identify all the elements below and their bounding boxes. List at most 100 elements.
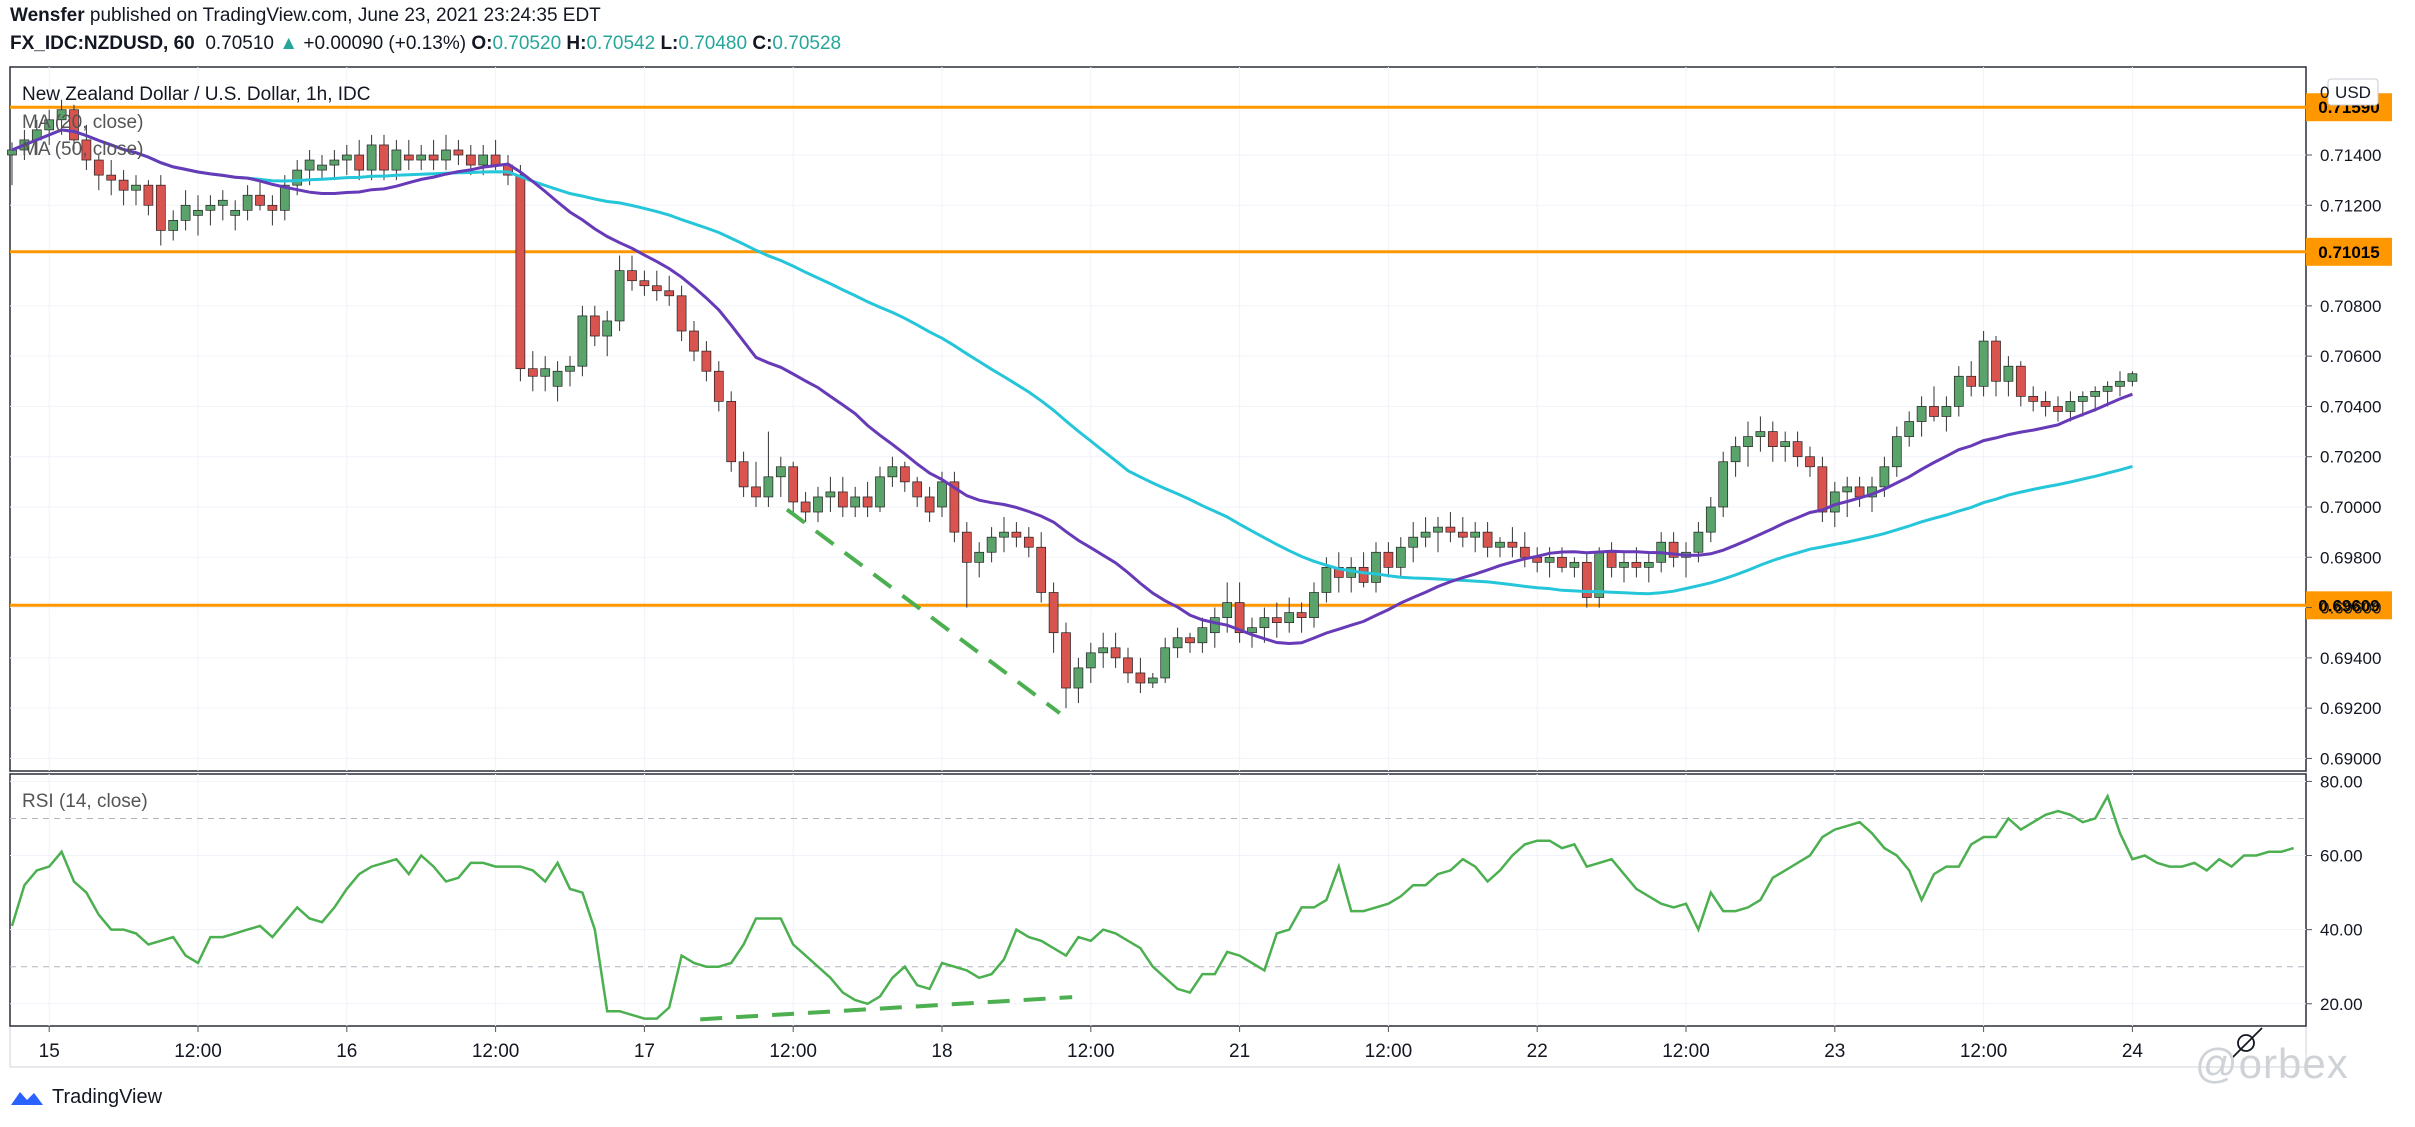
candle-up bbox=[193, 209, 203, 216]
price-axis[interactable]: 0.69000 0.69200 0.69400 0.69600 0.69800 0.700… bbox=[2306, 146, 2381, 768]
candle-down bbox=[527, 368, 538, 377]
candle-up bbox=[2090, 390, 2101, 397]
candle-up bbox=[552, 370, 563, 387]
ma20-legend[interactable]: MA (20, close) bbox=[22, 112, 143, 133]
publish-line: Wensfer published on TradingView.com, Ju… bbox=[10, 5, 601, 27]
candle-up bbox=[1718, 461, 1729, 508]
candle-up bbox=[540, 368, 551, 377]
candle-up bbox=[1160, 647, 1171, 679]
candle-down bbox=[949, 481, 960, 533]
candle-up bbox=[1433, 526, 1443, 533]
price-tick-label: 0.71400 bbox=[2320, 146, 2381, 165]
time-tick-label: 21 bbox=[1229, 1041, 1250, 1062]
currency-badge[interactable]: USD bbox=[2327, 78, 2379, 106]
candle-up bbox=[2127, 373, 2138, 382]
candle-up bbox=[577, 315, 588, 367]
price-tick-label: 0.70600 bbox=[2320, 347, 2381, 366]
candle-down bbox=[1557, 556, 1567, 568]
price-trendline[interactable] bbox=[785, 507, 1061, 715]
candle-down bbox=[1271, 617, 1282, 624]
last-price: 0.70510 bbox=[205, 33, 274, 54]
candle-down bbox=[69, 109, 79, 141]
rsi-axis[interactable]: 20.00 40.00 60.00 80.00 bbox=[2306, 772, 2363, 1014]
candle-down bbox=[465, 154, 476, 166]
datetime-range-icon[interactable] bbox=[2231, 1027, 2263, 1059]
candle-up bbox=[775, 466, 786, 478]
price-tick-label: 0.70200 bbox=[2320, 448, 2381, 467]
candle-up bbox=[2115, 380, 2125, 387]
level-price-badge[interactable] bbox=[2306, 237, 2392, 266]
candle-down bbox=[118, 179, 129, 191]
time-tick-label: 24 bbox=[2122, 1041, 2144, 1062]
candle-up bbox=[875, 476, 885, 508]
candle-down bbox=[1767, 431, 1778, 448]
candle-up bbox=[850, 496, 861, 508]
author-name[interactable]: Wensfer bbox=[10, 5, 85, 26]
candle-down bbox=[428, 154, 439, 161]
change-up-icon: ▲ bbox=[279, 33, 299, 54]
candle-down bbox=[701, 350, 712, 372]
rsi-bands bbox=[10, 817, 2306, 968]
candle-up bbox=[168, 220, 179, 231]
candle-up bbox=[1743, 436, 1753, 448]
candle-down bbox=[639, 280, 650, 287]
rsi-legend[interactable]: RSI (14, close) bbox=[22, 791, 148, 812]
candle-up bbox=[416, 154, 427, 161]
close-value: 0.70528 bbox=[772, 33, 842, 54]
candle-up bbox=[56, 109, 67, 121]
candle-down bbox=[106, 174, 117, 181]
candle-down bbox=[912, 481, 923, 498]
price-tick-label: 0.70000 bbox=[2320, 498, 2381, 517]
candle-down bbox=[93, 159, 104, 176]
candle-up bbox=[1309, 592, 1319, 618]
level-price-label: 0.71015 bbox=[2318, 243, 2379, 262]
candle-up bbox=[1904, 421, 1915, 437]
close-label: C: bbox=[752, 33, 773, 54]
candle-down bbox=[899, 466, 910, 483]
symbol-label[interactable]: FX_IDC:NZDUSD, 60 bbox=[10, 33, 195, 54]
candle-down bbox=[515, 174, 526, 370]
rsi-trendline[interactable] bbox=[700, 995, 1073, 1022]
candle-up bbox=[1619, 561, 1629, 568]
candle-up bbox=[763, 476, 774, 498]
ma50-legend[interactable]: MA (50, close) bbox=[22, 139, 143, 160]
candle-up bbox=[1953, 375, 1964, 407]
tradingview-brand[interactable]: TradingView bbox=[10, 1086, 162, 1109]
high-label: H: bbox=[566, 33, 587, 54]
candle-down bbox=[1061, 632, 1071, 689]
time-tick-label: 23 bbox=[1824, 1041, 1845, 1062]
candle-down bbox=[1296, 612, 1307, 618]
candle-up bbox=[242, 194, 253, 211]
time-tick-label: 22 bbox=[1527, 1041, 1548, 1062]
candle-up bbox=[1420, 531, 1431, 538]
time-tick-label: 18 bbox=[931, 1041, 952, 1062]
candle-up bbox=[1408, 536, 1419, 548]
candle-down bbox=[1457, 531, 1468, 538]
candle-up bbox=[565, 365, 575, 372]
candle-up bbox=[1569, 561, 1580, 568]
candle-up bbox=[441, 149, 451, 161]
candle-up bbox=[1222, 602, 1233, 618]
candle-up bbox=[2003, 365, 2014, 382]
rsi-line bbox=[10, 793, 2294, 1020]
level-price-badge[interactable] bbox=[2306, 591, 2392, 620]
ma50-line bbox=[11, 128, 2133, 596]
chart-title[interactable]: New Zealand Dollar / U.S. Dollar, 1h, ID… bbox=[22, 84, 370, 105]
candle-up bbox=[1209, 617, 1220, 634]
candle-down bbox=[1482, 531, 1493, 548]
rsi-tick-label: 80.00 bbox=[2320, 772, 2363, 791]
candle-down bbox=[1817, 466, 1828, 513]
candle-down bbox=[490, 154, 501, 166]
candle-down bbox=[1123, 657, 1133, 674]
candle-up bbox=[1693, 531, 1704, 553]
candle-down bbox=[589, 315, 600, 337]
candle-up bbox=[1755, 431, 1766, 437]
candle-up bbox=[131, 184, 141, 191]
candle-up bbox=[391, 149, 402, 171]
candle-up bbox=[1705, 506, 1716, 533]
candle-up bbox=[1780, 441, 1791, 448]
time-axis[interactable]: 15 12:00 16 12:00 17 12:00 18 12:00 21 12:00 22 12:… bbox=[39, 1026, 2144, 1062]
candle-down bbox=[2015, 365, 2026, 397]
